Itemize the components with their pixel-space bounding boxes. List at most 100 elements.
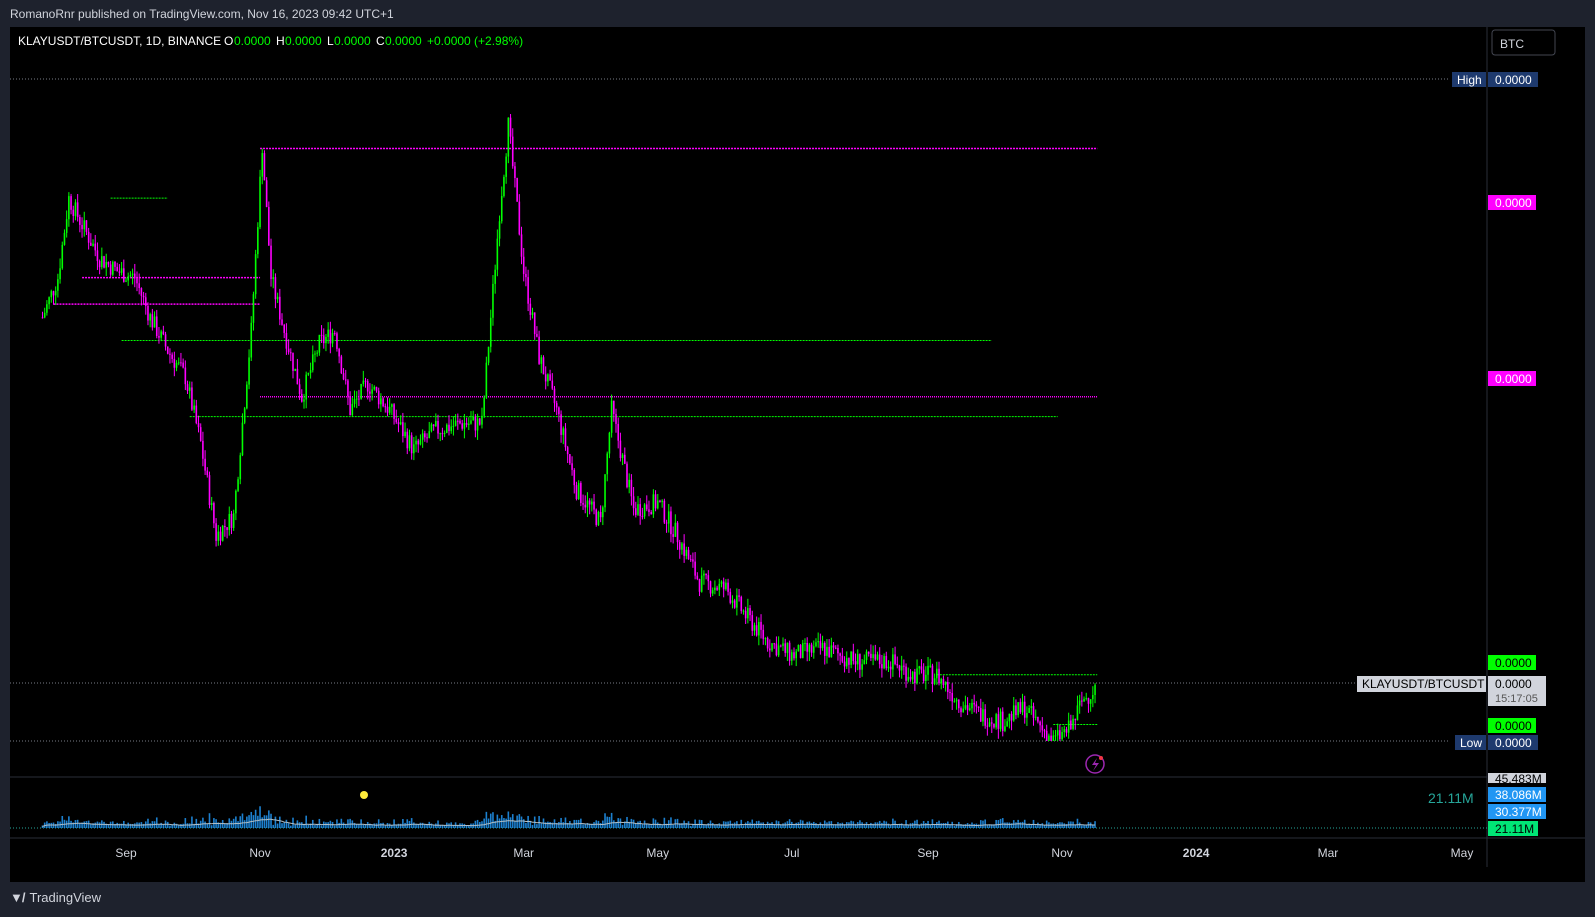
volume-bar (76, 819, 79, 828)
candle-body (206, 470, 209, 476)
candle-body (1028, 708, 1030, 713)
candle-body (285, 332, 288, 349)
candle-body (850, 651, 852, 665)
currency-button[interactable]: BTC (1491, 29, 1556, 56)
candle-body (597, 511, 600, 525)
legend-h-label: H (276, 34, 285, 48)
volume-bar (290, 825, 292, 828)
candle-body (1048, 735, 1050, 741)
candle-body (804, 643, 806, 645)
candle-body (975, 704, 978, 707)
candle-body (709, 581, 712, 594)
volume-bar (415, 823, 417, 828)
volume-bar (171, 824, 173, 828)
candle-body (215, 523, 217, 541)
volume-bar (1039, 824, 1041, 828)
chart-frame[interactable]: Sep Nov 2023 Mar May Jul Sep Nov 2024 Mar May KLAY… (10, 27, 1585, 882)
volume-bar (525, 822, 527, 828)
candle-body (909, 676, 912, 680)
volume-bar (193, 823, 195, 828)
x-tick-label: Sep (917, 846, 939, 860)
volume-bar (1083, 824, 1085, 828)
volume-bar (265, 815, 268, 828)
candle-body (841, 655, 844, 662)
volume-bar (360, 819, 362, 828)
volume-bar (1050, 823, 1052, 828)
candle-body (867, 651, 870, 654)
candle-body (984, 709, 986, 726)
candle-body (531, 312, 534, 315)
candle-body (1072, 718, 1074, 730)
candle-body (942, 679, 945, 685)
price-chart[interactable]: Sep Nov 2023 Mar May Jul Sep Nov 2024 Mar May KLAY… (10, 27, 1585, 882)
candle-body (663, 500, 666, 523)
candle-body (619, 440, 622, 458)
volume-bar (527, 815, 529, 828)
candle-body (872, 654, 874, 659)
candle-body (50, 291, 53, 298)
candle-body (731, 600, 734, 603)
candle-body (936, 668, 938, 679)
candle-body (659, 500, 661, 503)
candle-body (391, 404, 393, 407)
volume-bar (815, 823, 817, 828)
candle-body (446, 424, 448, 433)
candle-body (854, 661, 857, 665)
candle-body (259, 176, 261, 228)
volume-bar (867, 824, 870, 828)
volume-bar (259, 806, 261, 828)
tradingview-footer-logo[interactable]: ▼/ TradingView (10, 890, 101, 905)
volume-bar (588, 823, 591, 828)
volume-bar (503, 818, 505, 828)
volume-bar (681, 823, 683, 828)
volume-bar (327, 822, 329, 828)
candle-body (1026, 712, 1028, 718)
candle-body (1039, 721, 1041, 726)
volume-bar (494, 820, 496, 828)
volume-bar (650, 825, 652, 828)
lightning-alert-icon[interactable] (1085, 754, 1105, 774)
volume-bar (925, 823, 927, 828)
candle-body (738, 595, 740, 597)
candle-body (397, 422, 400, 425)
candle-body (151, 314, 154, 328)
legend-c-label: C (376, 34, 385, 48)
candle-body (125, 280, 127, 282)
volume-bar (703, 824, 705, 828)
candle-body (1061, 731, 1063, 740)
volume-bar (325, 822, 327, 828)
volume-bar (353, 822, 356, 828)
volume-bar (142, 823, 145, 828)
candle-body (386, 406, 389, 413)
volume-bar (670, 817, 672, 828)
candle-body (388, 406, 391, 413)
candle-body (793, 652, 795, 659)
volume-bar (617, 818, 620, 828)
volume-bar (483, 818, 485, 828)
current-price: 0.0000 (1495, 677, 1532, 691)
volume-bar (740, 819, 743, 828)
candle-body (925, 674, 927, 682)
candle-body (83, 220, 86, 230)
candle-body (432, 424, 435, 427)
vol-label-2-bg (1488, 787, 1546, 802)
candle-body (769, 648, 771, 651)
candle-body (920, 666, 923, 670)
candle-body (351, 403, 354, 416)
candle-body (41, 317, 44, 319)
candle-body (672, 534, 674, 537)
volume-bar (371, 824, 373, 828)
candle-body (786, 642, 789, 653)
volume-bar (619, 818, 622, 828)
candle-body (358, 398, 360, 400)
candle-body (175, 362, 178, 368)
volume-bar (1074, 824, 1077, 828)
candle-body (123, 268, 125, 282)
volume-bar (87, 820, 90, 828)
volume-bar (457, 825, 459, 828)
candle-body (674, 522, 677, 537)
volume-bar (285, 819, 288, 828)
candle-body (408, 435, 411, 449)
candle-body (292, 352, 294, 371)
candle-body (1041, 725, 1044, 731)
